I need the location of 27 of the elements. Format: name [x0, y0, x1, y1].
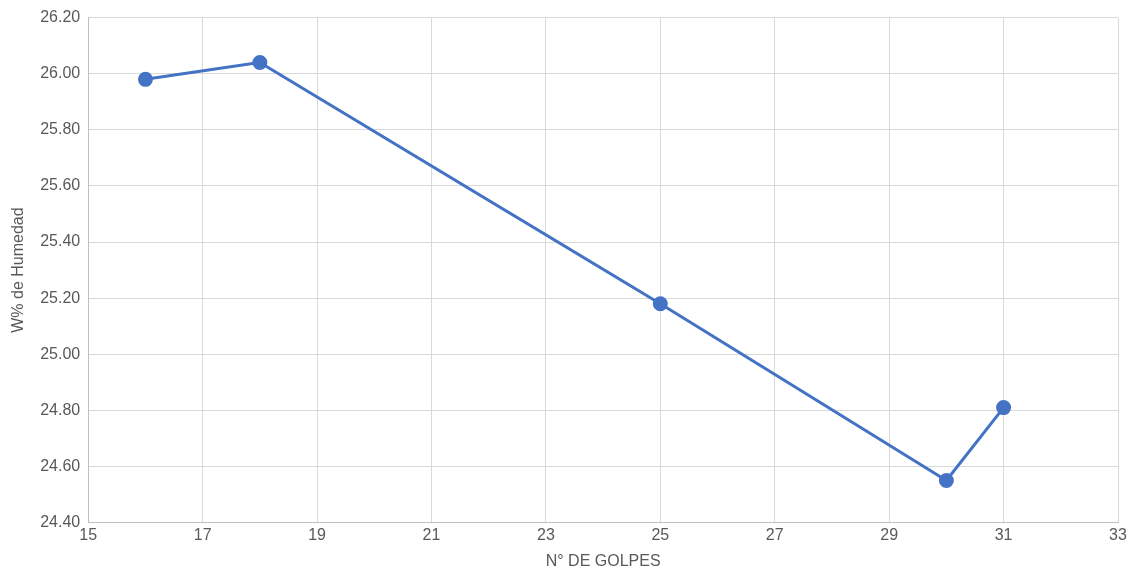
x-tick-label: 33: [1109, 525, 1127, 543]
x-tick-label: 23: [537, 525, 555, 543]
point: [252, 54, 268, 70]
point: [938, 473, 954, 489]
y-tick-label: 25.00: [40, 344, 81, 362]
y-tick-label: 24.60: [40, 456, 81, 474]
point: [652, 296, 668, 312]
y-tick-label: 25.60: [40, 176, 81, 194]
y-tick-label: 24.40: [40, 513, 81, 531]
y-tick-label: 24.80: [40, 400, 81, 418]
x-tick-label: 27: [765, 525, 784, 543]
x-tick-label: 17: [193, 525, 212, 543]
x-tick-label: 19: [308, 525, 327, 543]
x-tick-label: 15: [79, 525, 98, 543]
y-tick-label: 25.40: [40, 232, 81, 250]
y-tick-label: 25.20: [40, 288, 81, 306]
y-tick-label: 25.80: [40, 120, 81, 138]
point: [137, 71, 153, 87]
x-tick-label: 21: [422, 525, 441, 543]
y-tick-label: 26.20: [40, 8, 81, 26]
x-axis-title: N° DE GOLPES: [545, 551, 661, 569]
y-axis-title: W% de Humedad: [9, 207, 27, 333]
point: [996, 400, 1012, 416]
y-tick-label: 26.00: [40, 64, 81, 82]
x-tick-label: 31: [994, 525, 1013, 543]
x-tick-label: 29: [880, 525, 899, 543]
x-tick-label: 25: [651, 525, 670, 543]
